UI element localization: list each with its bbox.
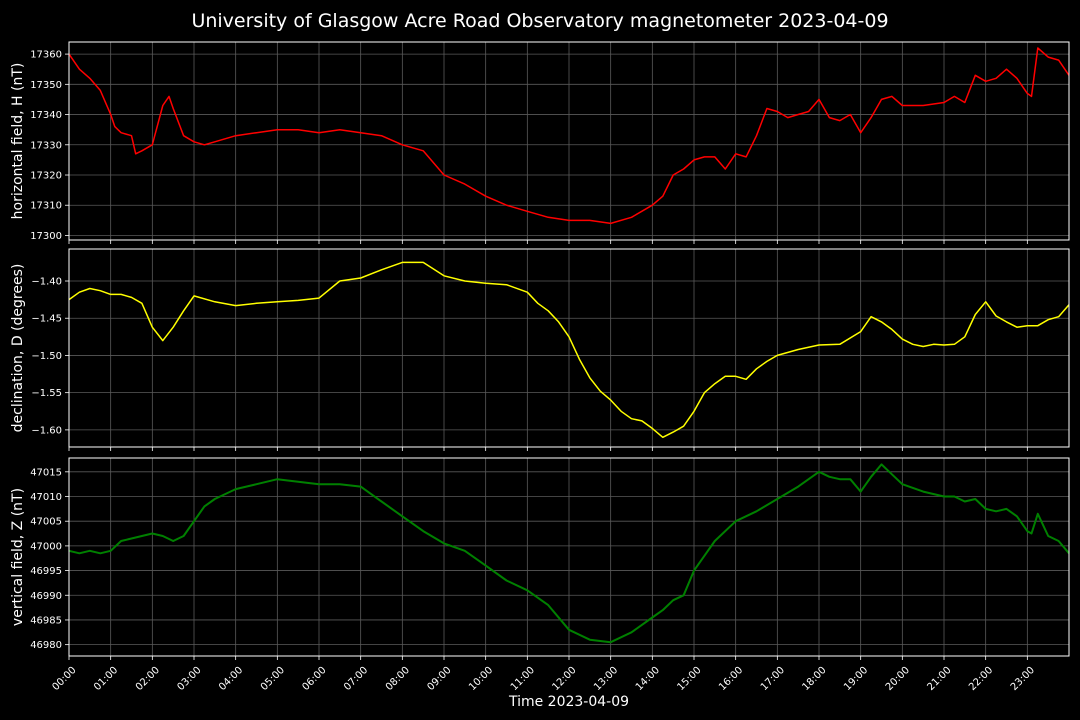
y-tick-label: 17300 <box>30 231 62 242</box>
x-axis-label: Time 2023-04-09 <box>508 694 629 710</box>
series-line-0 <box>68 47 1070 225</box>
y-tick-label: 47015 <box>30 467 62 478</box>
x-tick-label: 22:00 <box>967 665 995 693</box>
y-tick-label: 17310 <box>30 201 62 212</box>
chart-title: University of Glasgow Acre Road Observat… <box>191 10 889 32</box>
x-tick-label: 16:00 <box>717 665 745 693</box>
y-tick-label: 46990 <box>30 591 62 602</box>
panel-frame <box>68 457 1070 657</box>
x-tick-label: 12:00 <box>550 665 578 693</box>
x-tick-label: 23:00 <box>1009 665 1037 693</box>
y-tick-label: 17340 <box>30 110 62 121</box>
y-tick-label: 47005 <box>30 517 62 528</box>
x-tick-label: 10:00 <box>467 665 495 693</box>
x-tick-label: 06:00 <box>300 665 328 693</box>
y-tick-label: 47000 <box>30 541 62 552</box>
series-line-2 <box>68 463 1070 644</box>
x-tick-label: 19:00 <box>842 665 870 693</box>
series-line-1 <box>68 261 1070 439</box>
x-tick-label: 13:00 <box>592 665 620 693</box>
y-tick-label: 17320 <box>30 171 62 182</box>
x-tick-label: 18:00 <box>800 665 828 693</box>
y-tick-label: −1.50 <box>31 351 62 362</box>
y-tick-label: 17330 <box>30 140 62 151</box>
y-tick-label: −1.45 <box>31 314 62 325</box>
y-tick-label: 46995 <box>30 566 62 577</box>
y-axis-label: horizontal field, H (nT) <box>10 63 26 220</box>
x-tick-label: 17:00 <box>759 665 787 693</box>
y-tick-label: 47010 <box>30 492 62 503</box>
x-tick-label: 11:00 <box>509 665 537 693</box>
x-tick-label: 07:00 <box>342 665 370 693</box>
x-tick-label: 20:00 <box>884 665 912 693</box>
x-tick-label: 02:00 <box>134 665 162 693</box>
y-tick-label: 17350 <box>30 80 62 91</box>
y-tick-label: 46985 <box>30 615 62 626</box>
y-axis-label: declination, D (degrees) <box>10 264 26 433</box>
y-tick-label: −1.60 <box>31 425 62 436</box>
y-tick-label: 17360 <box>30 50 62 61</box>
panel-frame <box>68 41 1070 241</box>
x-tick-label: 01:00 <box>92 665 120 693</box>
x-tick-label: 09:00 <box>425 665 453 693</box>
panel-2: 46980 46985 46990 46995 47000 47005 47010 47015… <box>10 457 1070 693</box>
y-axis-label: vertical field, Z (nT) <box>10 488 26 626</box>
panel-0: 17300 17310 17320 17330 17340 17350 17360 horiz… <box>10 41 1070 244</box>
x-tick-label: 21:00 <box>925 665 953 693</box>
x-tick-label: 15:00 <box>675 665 703 693</box>
panel-frame <box>68 248 1070 448</box>
y-tick-label: −1.55 <box>31 388 62 399</box>
x-tick-label: 00:00 <box>50 665 78 693</box>
y-tick-label: 46980 <box>30 640 62 651</box>
x-tick-label: 14:00 <box>634 665 662 693</box>
x-tick-label: 08:00 <box>384 665 412 693</box>
panel-1: −1.60 −1.55 −1.50 −1.45 −1.40 declination, D … <box>10 248 1070 451</box>
y-tick-label: −1.40 <box>31 277 62 288</box>
x-tick-label: 04:00 <box>217 665 245 693</box>
x-tick-label: 03:00 <box>175 665 203 693</box>
x-tick-label: 05:00 <box>259 665 287 693</box>
